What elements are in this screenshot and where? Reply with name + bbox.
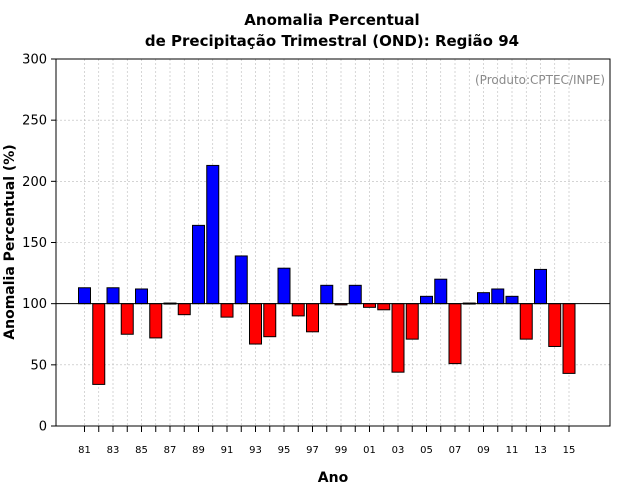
y-tick-label: 0 (39, 420, 47, 435)
x-tick-label: 93 (249, 445, 262, 456)
y-tick-label: 100 (22, 297, 47, 312)
bar-95 (277, 267, 291, 305)
bar-98 (320, 284, 334, 305)
x-tick-label: 07 (449, 445, 462, 456)
bar-97 (306, 303, 319, 333)
bar-96 (291, 303, 305, 317)
y-axis-ticks: 0 50 100 150 200 250 300 (22, 53, 56, 435)
bar-00 (348, 284, 362, 305)
bar-82 (92, 303, 106, 385)
bar-01 (363, 303, 376, 308)
y-axis-label: Anomalia Percentual (%) (2, 144, 18, 339)
chart-title-line2: de Precipitação Trimestral (OND): Região… (145, 32, 519, 50)
x-tick-label: 85 (135, 445, 148, 456)
bars (78, 164, 576, 385)
x-tick-label: 01 (363, 445, 376, 456)
chart-title-line1: Anomalia Percentual (244, 11, 419, 29)
credit-label: (Produto:CPTEC/INPE) (475, 73, 605, 87)
y-tick-label: 50 (30, 358, 47, 373)
bar-12 (519, 303, 533, 340)
bar-84 (120, 303, 134, 335)
y-tick-label: 150 (22, 236, 47, 251)
bar-07 (448, 303, 462, 365)
x-tick-label: 15 (563, 445, 576, 456)
bar-92 (234, 255, 248, 305)
y-tick-label: 250 (22, 114, 47, 129)
bar-10 (491, 288, 505, 305)
bar-14 (548, 303, 562, 347)
x-tick-label: 95 (278, 445, 291, 456)
bar-15 (562, 303, 576, 374)
bar-81 (78, 287, 91, 305)
x-tick-label: 13 (534, 445, 547, 456)
bar-88 (177, 303, 191, 316)
x-tick-label: 91 (221, 445, 234, 456)
x-tick-label: 87 (164, 445, 177, 456)
bar-93 (249, 303, 262, 345)
bar-11 (505, 295, 519, 305)
y-tick-label: 200 (22, 175, 47, 190)
bar-89 (192, 224, 205, 305)
bar-83 (106, 287, 120, 305)
x-tick-label: 11 (506, 445, 519, 456)
x-tick-label: 09 (477, 445, 490, 456)
bar-91 (220, 303, 234, 318)
x-tick-label: 05 (420, 445, 433, 456)
x-tick-label: 03 (392, 445, 405, 456)
grid-lines (56, 59, 610, 426)
bar-85 (135, 288, 148, 305)
x-tick-label: 83 (107, 445, 120, 456)
x-axis-label: Ano (318, 470, 349, 486)
x-tick-label: 89 (192, 445, 205, 456)
y-tick-label: 300 (22, 53, 47, 68)
bar-13 (534, 268, 547, 305)
bar-09 (477, 292, 490, 305)
bar-06 (434, 278, 448, 305)
x-tick-label: 99 (335, 445, 348, 456)
x-axis-ticks: 81 83 85 87 89 91 93 95 97 99 01 03 05 07 09 11 13 15 (78, 426, 575, 456)
bar-90 (206, 164, 220, 305)
bar-02 (377, 303, 391, 311)
bar-86 (149, 303, 163, 339)
bar-03 (391, 303, 405, 373)
bar-05 (420, 295, 433, 305)
x-tick-label: 81 (78, 445, 91, 456)
bar-04 (405, 303, 419, 340)
x-tick-label: 97 (306, 445, 319, 456)
bar-94 (263, 303, 277, 338)
